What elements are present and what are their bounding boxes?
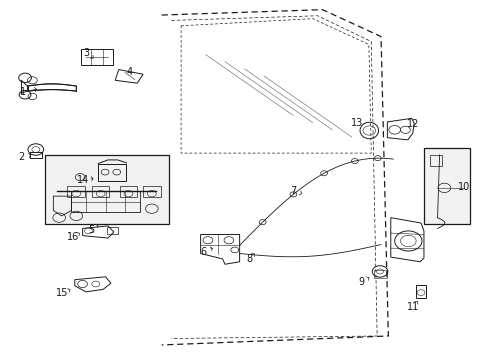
Bar [44, 155, 168, 224]
Bar [143, 186, 160, 197]
Bar [120, 186, 137, 197]
Bar [423, 148, 469, 224]
Text: 13: 13 [350, 118, 362, 128]
Circle shape [320, 171, 327, 176]
Bar [107, 226, 118, 234]
Bar [92, 186, 109, 197]
Text: 11: 11 [406, 302, 418, 312]
Text: 6: 6 [200, 247, 206, 257]
Text: 10: 10 [457, 182, 469, 192]
Text: 12: 12 [406, 120, 418, 129]
Text: 8: 8 [246, 254, 252, 264]
Text: 2: 2 [18, 152, 24, 162]
Text: 1: 1 [20, 87, 26, 97]
Bar [71, 192, 140, 212]
Bar [30, 152, 41, 158]
Text: 3: 3 [83, 48, 89, 58]
Text: 4: 4 [126, 67, 133, 77]
Bar [415, 285, 425, 298]
Bar [429, 155, 441, 166]
Circle shape [351, 158, 358, 163]
Bar [373, 270, 386, 278]
Circle shape [374, 156, 381, 161]
Bar [81, 49, 113, 65]
Circle shape [259, 220, 265, 225]
Text: 16: 16 [66, 232, 79, 242]
Text: 9: 9 [358, 277, 364, 287]
Bar [67, 186, 85, 197]
Text: 5: 5 [88, 225, 94, 235]
Bar [98, 163, 126, 181]
Text: 7: 7 [289, 186, 296, 196]
Text: 15: 15 [56, 288, 68, 298]
Circle shape [289, 192, 296, 197]
Text: 14: 14 [76, 175, 88, 185]
